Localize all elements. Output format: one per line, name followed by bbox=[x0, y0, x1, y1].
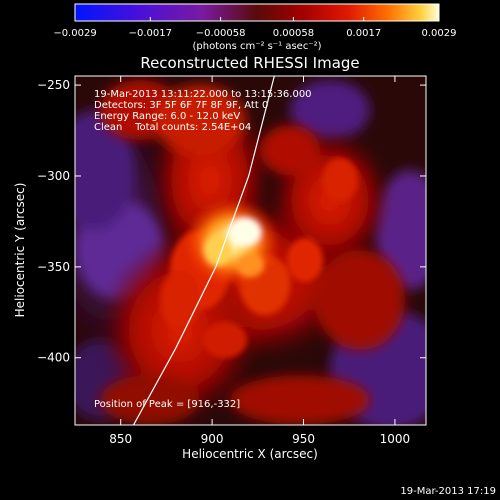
colorbar-tick-label: 0.0029 bbox=[422, 28, 457, 39]
annotations: 19-Mar-2013 13:11:22.000 to 13:15:36.000… bbox=[94, 89, 312, 410]
x-tick-label: 950 bbox=[292, 432, 315, 446]
y-tick-label: −300 bbox=[37, 169, 70, 183]
annotation-clean: Clean Total counts: 2.54E+04 bbox=[94, 122, 251, 133]
x-axis-ticks: 850 900 950 1000 bbox=[109, 76, 410, 446]
solar-limb-curve bbox=[132, 76, 275, 425]
annotation-time-range: 19-Mar-2013 13:11:22.000 to 13:15:36.000 bbox=[94, 89, 312, 100]
y-tick-label: −350 bbox=[37, 260, 70, 274]
plot-frame bbox=[74, 75, 427, 426]
x-tick-label: 850 bbox=[109, 432, 132, 446]
colorbar: −0.0029 −0.0017 −0.00058 0.00058 0.0017 0.002… bbox=[53, 3, 457, 52]
y-axis-label: Heliocentric Y (arcsec) bbox=[13, 183, 27, 318]
y-tick-label: −400 bbox=[37, 351, 70, 365]
colorbar-tick-label: −0.0017 bbox=[129, 28, 172, 39]
heatmap-image bbox=[75, 76, 426, 425]
footer-date: 19-Mar-2013 17:19 bbox=[400, 486, 496, 497]
colorbar-tick-label: 0.00058 bbox=[273, 28, 314, 39]
x-tick-label: 1000 bbox=[380, 432, 411, 446]
colorbar-ticks: −0.0029 −0.0017 −0.00058 0.00058 0.0017 0.002… bbox=[53, 17, 457, 39]
colorbar-gradient bbox=[74, 3, 440, 22]
x-axis-label: Heliocentric X (arcsec) bbox=[182, 447, 318, 461]
annotation-detectors: Detectors: 3F 5F 6F 7F 8F 9F, Att 0 bbox=[94, 100, 268, 111]
y-axis-ticks: −400 −350 −300 −250 bbox=[37, 78, 426, 365]
chart-title: Reconstructed RHESSI Image bbox=[140, 54, 359, 72]
annotation-peak-position: Position of Peak = [916,-332] bbox=[94, 399, 240, 410]
y-tick-label: −250 bbox=[37, 78, 70, 92]
annotation-energy: Energy Range: 6.0 - 12.0 keV bbox=[94, 111, 240, 122]
colorbar-tick-label: −0.00058 bbox=[196, 28, 246, 39]
colorbar-units-label: (photons cm⁻² s⁻¹ asec⁻²) bbox=[192, 41, 321, 52]
colorbar-tick-label: 0.0017 bbox=[346, 28, 381, 39]
colorbar-tick-label: −0.0029 bbox=[53, 28, 96, 39]
x-tick-label: 900 bbox=[201, 432, 224, 446]
